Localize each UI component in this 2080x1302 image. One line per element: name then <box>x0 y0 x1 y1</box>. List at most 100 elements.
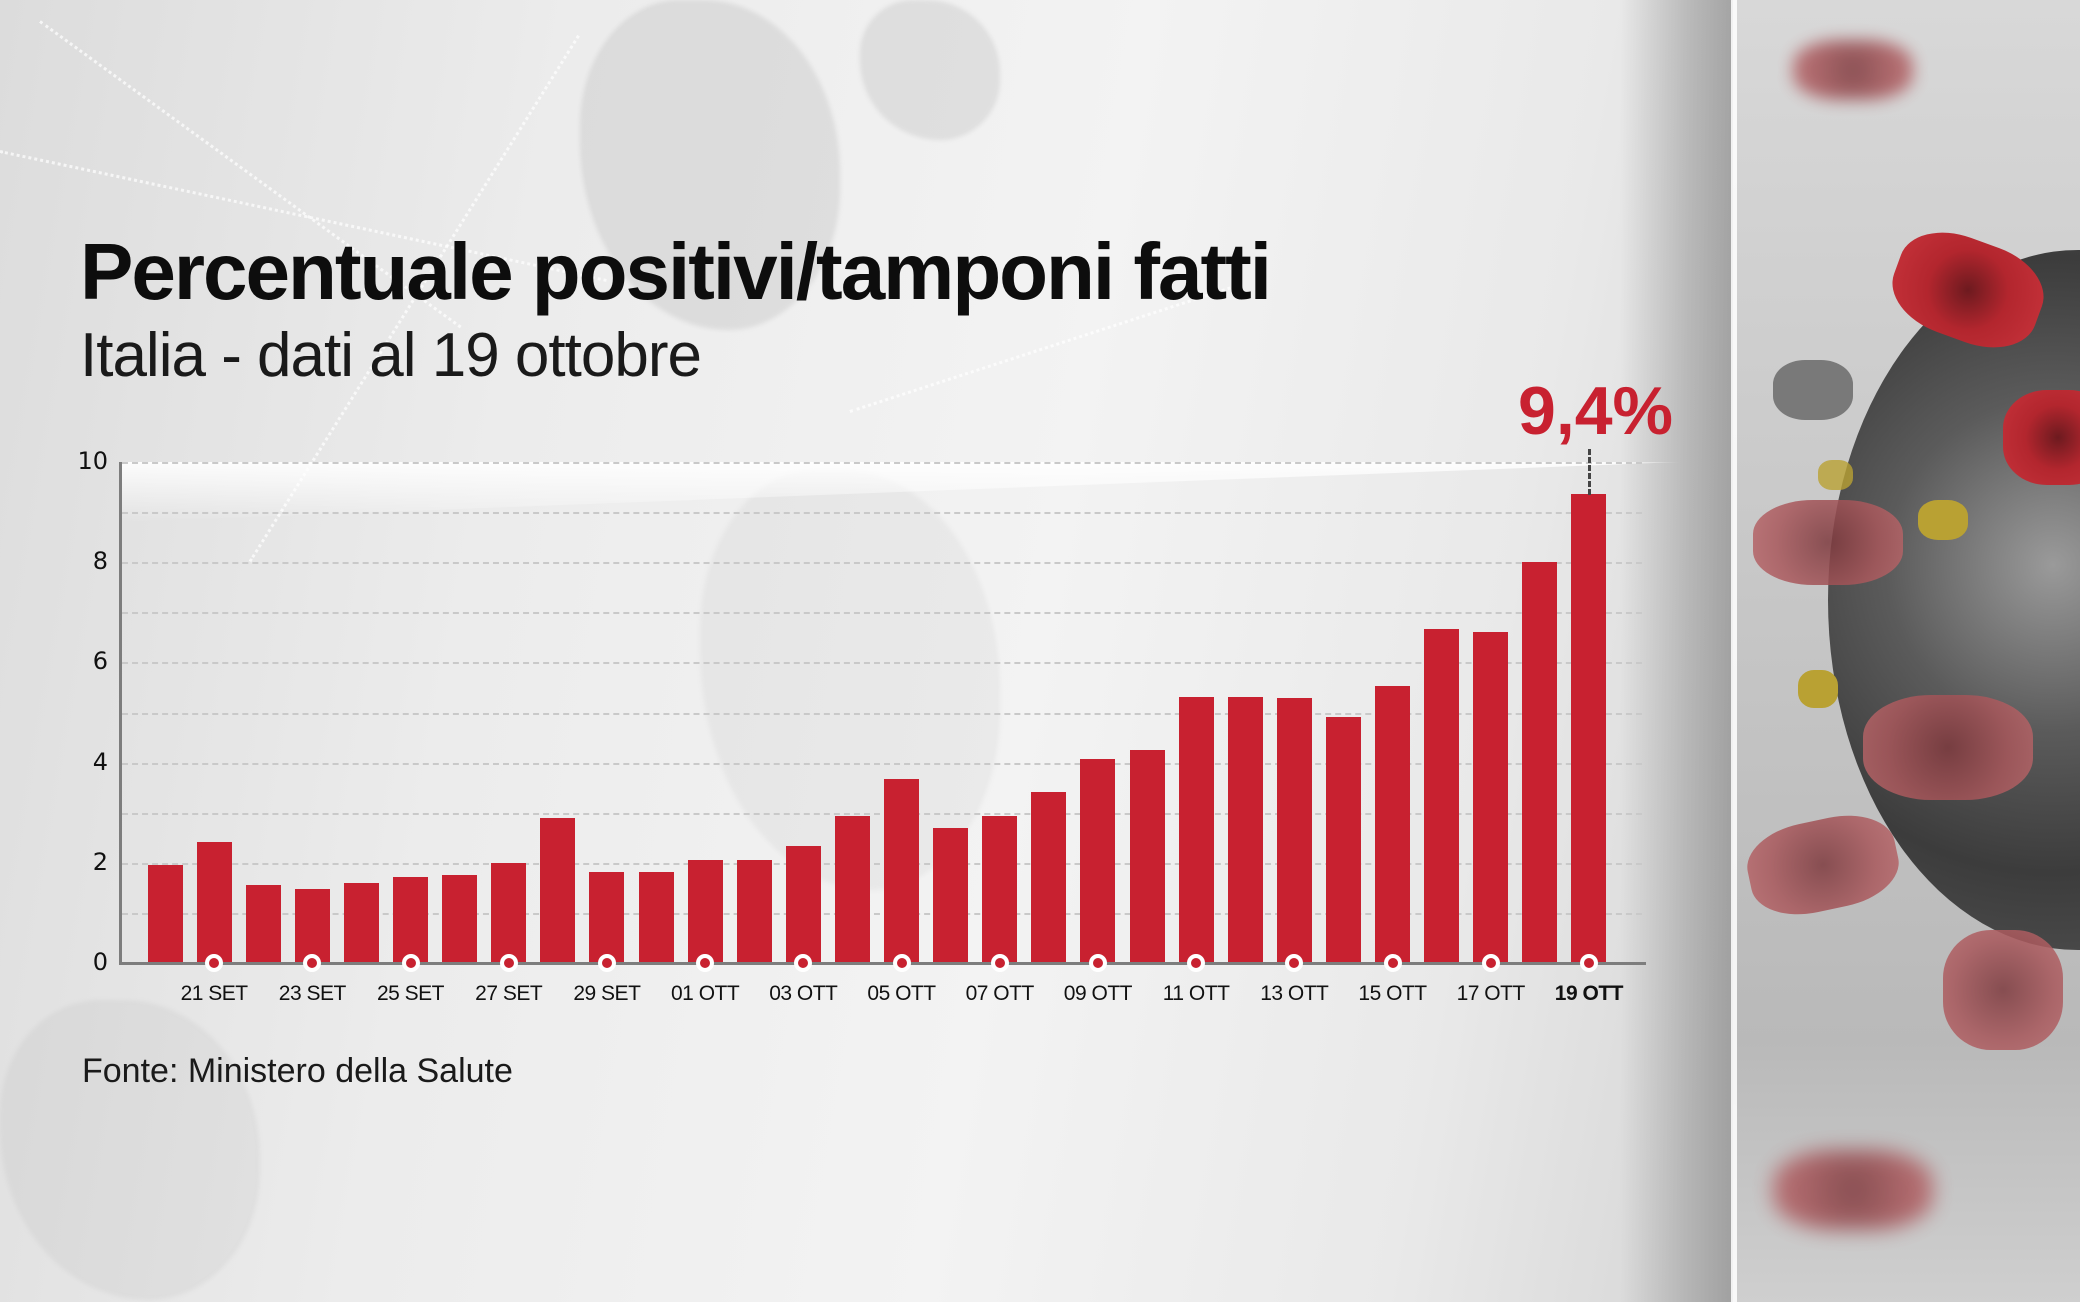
x-tick-label: 19 OTT <box>1554 982 1624 1005</box>
bar <box>1571 494 1607 963</box>
bar <box>393 877 428 963</box>
gridline <box>122 512 1642 515</box>
x-tick-label: 29 SET <box>573 982 641 1005</box>
bar <box>785 845 821 963</box>
gridline <box>122 662 1642 665</box>
source-note: Fonte: Ministero della Salute <box>82 1052 513 1090</box>
y-tick-label: 0 <box>92 948 108 976</box>
background-map-south <box>0 1000 260 1300</box>
y-tick-label: 6 <box>92 647 108 676</box>
bar <box>343 882 379 963</box>
gridline <box>122 762 1642 765</box>
virus-spike <box>1740 805 1906 925</box>
x-tick-label: 01 OTT <box>671 982 740 1005</box>
virus-spike <box>1773 360 1853 420</box>
virus-protein <box>1818 460 1853 490</box>
date-marker-icon <box>597 954 616 972</box>
date-marker-icon <box>205 954 224 972</box>
bar <box>933 827 969 963</box>
gridline <box>122 912 1642 915</box>
bar <box>589 871 625 963</box>
gridline <box>122 562 1642 565</box>
virus-illustration <box>1733 0 2080 1302</box>
bar <box>540 818 576 963</box>
date-marker-icon <box>990 954 1009 972</box>
y-tick-label: 2 <box>92 847 108 876</box>
bar-chart: 0 2 4 6 8 10 21 SET 23 SET 25 SET 27 SET 29 SET 01… <box>77 373 1673 1005</box>
date-marker-icon <box>401 954 420 972</box>
gridline <box>122 862 1642 865</box>
bar <box>1129 749 1165 963</box>
latest-value-callout: 9,4% <box>1518 373 1673 449</box>
y-axis <box>119 462 122 964</box>
date-marker-icon <box>794 954 813 972</box>
virus-spike-blurred <box>1773 1150 1933 1230</box>
bar <box>294 889 330 963</box>
bar <box>736 860 772 963</box>
x-tick-label: 15 OTT <box>1358 982 1427 1005</box>
bar <box>1424 628 1460 963</box>
gridline <box>122 812 1642 815</box>
y-tick-label: 10 <box>77 447 108 475</box>
date-marker-icon <box>1088 954 1107 972</box>
bar <box>687 860 723 963</box>
x-tick-label: 27 SET <box>475 982 543 1005</box>
background-blur <box>1620 0 1735 1302</box>
virus-spike <box>1863 695 2033 800</box>
bar <box>147 865 183 963</box>
bar <box>1522 561 1558 963</box>
x-tick-label: 05 OTT <box>867 982 936 1005</box>
bar <box>1080 759 1116 963</box>
bar <box>1325 717 1361 963</box>
background-map-north-america <box>580 0 840 330</box>
bar <box>638 871 674 963</box>
date-marker-icon <box>1187 954 1206 972</box>
x-tick-label: 17 OTT <box>1456 982 1526 1005</box>
y-tick-label: 8 <box>92 547 108 576</box>
date-marker-icon <box>303 954 322 972</box>
x-tick-label: 13 OTT <box>1260 982 1329 1005</box>
virus-spike <box>1753 500 1903 585</box>
bar <box>982 815 1018 963</box>
bar <box>834 815 870 963</box>
date-marker-icon <box>1481 954 1500 972</box>
date-marker-icon <box>499 954 518 972</box>
bar <box>1031 792 1067 963</box>
gridline <box>122 712 1642 715</box>
virus-protein <box>1798 670 1838 708</box>
bar <box>1473 631 1509 963</box>
bar <box>1375 686 1410 963</box>
x-tick-label: 11 OTT <box>1162 982 1230 1005</box>
bar <box>1276 697 1312 963</box>
x-axis <box>119 962 1646 965</box>
chart-subtitle: Italia - dati al 19 ottobre <box>80 321 702 390</box>
bar <box>442 875 478 963</box>
bar <box>1178 697 1214 963</box>
date-marker-icon <box>696 954 715 972</box>
virus-spike <box>2003 390 2080 485</box>
bar <box>884 778 919 963</box>
x-tick-label: 23 SET <box>278 982 347 1005</box>
x-tick-label: 09 OTT <box>1063 982 1133 1005</box>
x-tick-label: 25 SET <box>376 982 445 1005</box>
gridline <box>122 612 1642 615</box>
bar <box>491 862 527 963</box>
callout-leader-line <box>1588 449 1591 495</box>
panel-divider <box>1731 0 1737 1302</box>
x-tick-label: 07 OTT <box>965 982 1035 1005</box>
x-tick-label: 03 OTT <box>769 982 838 1005</box>
bar <box>1227 697 1263 963</box>
background-map-greenland <box>860 0 1000 140</box>
date-marker-icon <box>1285 954 1304 972</box>
chart-title: Percentuale positivi/tamponi fatti <box>80 227 1272 316</box>
date-marker-icon <box>1383 954 1402 972</box>
bar <box>196 841 232 963</box>
gridline <box>122 462 1642 464</box>
bar <box>245 885 281 963</box>
virus-protein <box>1918 500 1968 540</box>
virus-spike-blurred <box>1793 40 1913 100</box>
date-marker-icon <box>892 954 911 972</box>
date-marker-icon <box>1579 954 1598 972</box>
x-tick-label: 21 SET <box>180 982 249 1005</box>
virus-spike <box>1943 930 2063 1050</box>
